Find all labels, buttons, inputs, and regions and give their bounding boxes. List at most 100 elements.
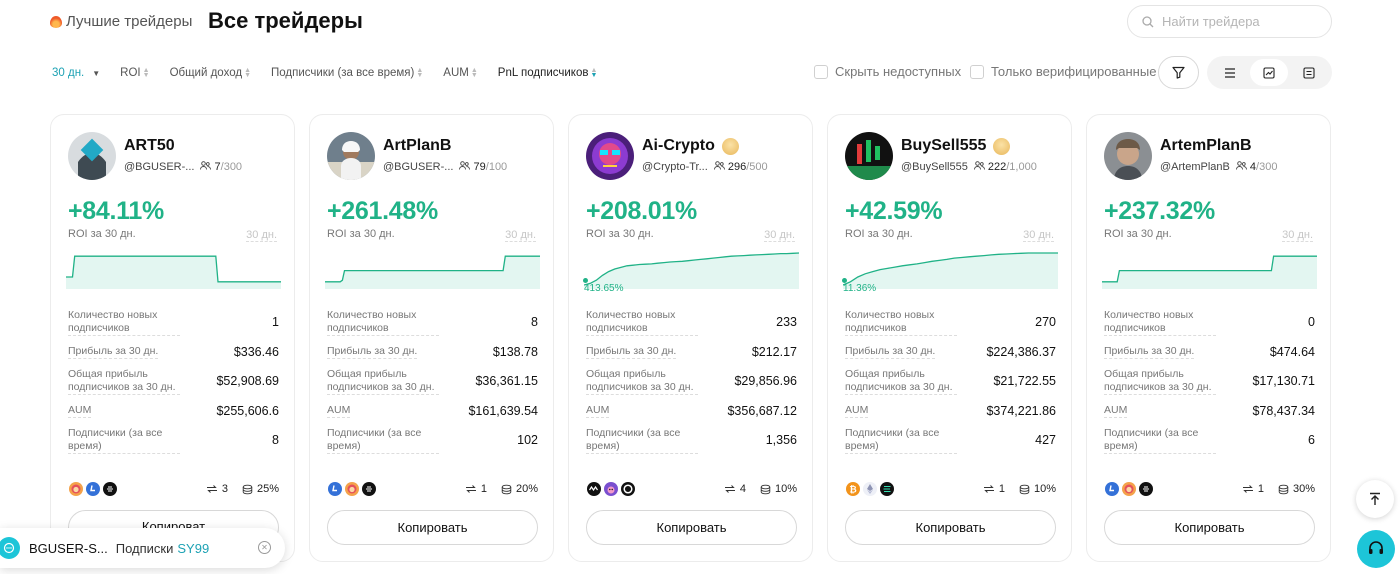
dark-coin-icon [361, 481, 377, 497]
stat-label: Общая прибыль подписчиков за 30 дн. [845, 368, 957, 395]
search-box[interactable] [1127, 5, 1332, 38]
coins-stack-icon [242, 484, 253, 494]
trader-card[interactable]: ArtPlanB @BGUSER-... 79/100 +261.48% ROI… [309, 114, 554, 562]
trader-name-row: BuySell555 [901, 137, 1011, 155]
stat-row-profit: Прибыль за 30 дн. $212.17 [586, 337, 797, 366]
toast-user: BGUSER-S... [29, 540, 108, 556]
stat-value: $356,687.12 [727, 403, 797, 418]
copy-button[interactable]: Копировать [586, 510, 797, 545]
trader-card[interactable]: Ai-Crypto @Crypto-Tr... 296/500 +208.01%… [568, 114, 813, 562]
period-select[interactable]: 30 дн. ▼ [52, 67, 100, 79]
avatar[interactable] [1104, 132, 1152, 180]
stat-row-profit: Прибыль за 30 дн. $224,386.37 [845, 337, 1056, 366]
avatar[interactable] [327, 132, 375, 180]
support-button[interactable] [1357, 530, 1395, 568]
scroll-to-top-button[interactable] [1356, 480, 1394, 518]
checkbox-box[interactable] [970, 64, 984, 79]
avatar[interactable] [845, 132, 893, 180]
trader-card[interactable]: ArtemPlanB @ArtemPlanB 4/300 +237.32% RO… [1086, 114, 1331, 562]
trader-stats: Количество новых подписчиков 8 Прибыль за… [327, 307, 538, 455]
stat-value: 270 [1035, 315, 1056, 329]
checkbox-box[interactable] [814, 64, 828, 79]
sparkline-line [1102, 255, 1317, 283]
stat-value: $336.46 [233, 344, 279, 359]
copy-button[interactable]: Копировать [1104, 510, 1315, 545]
sort-icon: ▲ ▼ [142, 67, 150, 79]
copy-count: 1 [983, 483, 1005, 495]
copy-count: 4 [724, 483, 746, 495]
view-list-button[interactable] [1211, 59, 1249, 86]
trader-name[interactable]: BuySell555 [901, 137, 987, 154]
subscribers-current: 222 [987, 161, 1007, 173]
stat-label: Прибыль за 30 дн. [327, 344, 418, 359]
people-icon [1235, 161, 1247, 170]
stat-row-new-subscribers: Количество новых подписчиков 270 [845, 307, 1056, 337]
stat-row-profit: Прибыль за 30 дн. $138.78 [327, 337, 538, 366]
stat-value: $212.17 [751, 344, 797, 359]
page-title: Все трейдеры [208, 8, 363, 33]
stat-value: $21,722.55 [993, 374, 1056, 388]
roi-value: +237.32% [1104, 197, 1215, 225]
trader-name-row: ART50 [124, 137, 175, 155]
card-footer-info: 4 10% [586, 480, 797, 498]
sparkline-area [843, 253, 1058, 289]
trader-name[interactable]: ArtemPlanB [1160, 137, 1252, 154]
copy-button[interactable]: Копировать [845, 510, 1056, 545]
view-chart-button[interactable] [1250, 59, 1289, 86]
sort-subscribers[interactable]: Подписчики (за все время) ▲ ▼ [271, 67, 423, 79]
trader-name[interactable]: Ai-Crypto [642, 137, 715, 154]
trader-name[interactable]: ART50 [124, 137, 175, 154]
stat-row-subscribers-profit: Общая прибыль подписчиков за 30 дн. $17,1… [1104, 366, 1315, 396]
toast-target[interactable]: SY99 [177, 540, 210, 556]
sort-roi[interactable]: ROI ▲ ▼ [120, 67, 149, 79]
hide-unavailable-checkbox[interactable]: Скрыть недоступных [814, 64, 961, 79]
sparkline-area [325, 256, 540, 289]
stat-row-aum: AUM $255,606.6 [68, 396, 279, 425]
stat-label: Подписчики (за все время) [586, 427, 698, 454]
subscribers-current: 7 [214, 161, 221, 173]
sort-aum[interactable]: AUM ▲ ▼ [443, 67, 478, 79]
copy-count-value: 1 [1257, 483, 1264, 495]
search-input[interactable] [1162, 14, 1322, 29]
roi-value: +84.11% [68, 197, 164, 225]
stat-label: Количество новых подписчиков [327, 309, 439, 336]
swap-icon [206, 485, 217, 493]
trader-card[interactable]: ART50 @BGUSER-... 7/300 +84.11% ROI за 3… [50, 114, 295, 562]
verified-only-checkbox[interactable]: Только верифицированные [970, 64, 1156, 79]
ltc-coin-icon [1104, 481, 1120, 497]
copy-meta: 4 10% [724, 483, 797, 495]
stat-row-aum: AUM $356,687.12 [586, 396, 797, 425]
funnel-icon [1172, 66, 1185, 79]
period-tag: 30 дн. [505, 229, 536, 242]
subscribers-max: /1,000 [1006, 161, 1037, 173]
avatar[interactable] [586, 132, 634, 180]
view-table-button[interactable] [1290, 59, 1328, 86]
trader-name[interactable]: ArtPlanB [383, 137, 452, 154]
sort-pnl-subscribers[interactable]: PnL подписчиков ▲ ▼ [498, 67, 598, 79]
stat-label: Подписчики (за все время) [1104, 427, 1216, 454]
stat-value: $52,908.69 [216, 374, 279, 388]
avatar[interactable] [68, 132, 116, 180]
sparkline-line [843, 252, 1058, 286]
roi-sparkline [584, 252, 799, 289]
filter-button[interactable] [1158, 56, 1199, 89]
subscribers-max: /300 [220, 161, 243, 173]
stat-label: Прибыль за 30 дн. [845, 344, 936, 359]
tab-best-traders[interactable]: Лучшие трейдеры [50, 13, 192, 30]
stat-label: Прибыль за 30 дн. [586, 344, 677, 359]
sort-total-income[interactable]: Общий доход ▲ ▼ [170, 67, 251, 79]
roi-sparkline [843, 252, 1058, 289]
roi-label: ROI за 30 дн. [845, 228, 913, 240]
stat-row-profit: Прибыль за 30 дн. $474.64 [1104, 337, 1315, 366]
close-icon[interactable]: ✕ [258, 541, 271, 554]
eth-coin-icon [862, 481, 878, 497]
copy-button[interactable]: Копировать [327, 510, 538, 545]
roi-label: ROI за 30 дн. [68, 228, 136, 240]
stat-row-subscribers-all-time: Подписчики (за все время) 427 [845, 425, 1056, 455]
stat-value: $374,221.86 [986, 403, 1056, 418]
subscribers-current: 4 [1249, 161, 1257, 173]
stat-label: Количество новых подписчиков [586, 309, 698, 336]
trader-card[interactable]: BuySell555 @BuySell555 222/1,000 +42.59%… [827, 114, 1072, 562]
coin-list [586, 481, 636, 497]
roi-sparkline [1102, 255, 1317, 289]
